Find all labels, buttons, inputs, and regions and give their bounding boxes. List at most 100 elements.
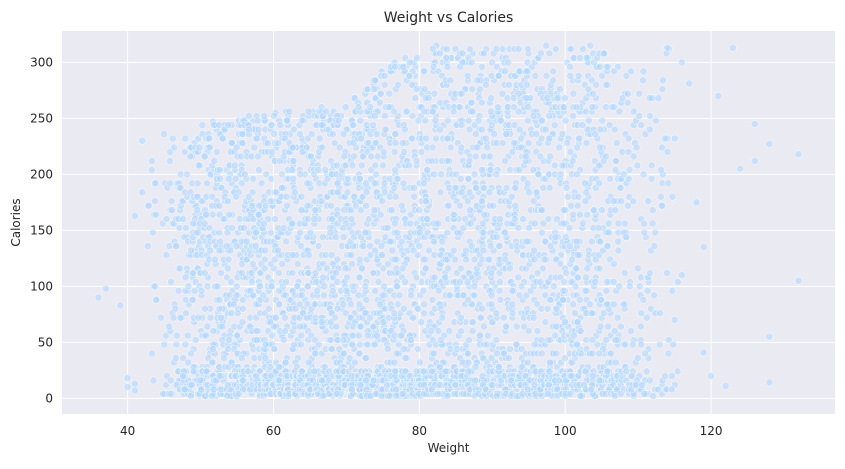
data-point: [443, 156, 451, 165]
data-point: [657, 192, 665, 201]
data-point: [170, 143, 179, 152]
data-point: [558, 161, 567, 170]
data-point: [714, 92, 723, 100]
data-point: [581, 179, 589, 188]
data-point: [415, 242, 424, 250]
data-point: [602, 80, 611, 89]
data-point: [297, 340, 305, 349]
data-point: [750, 156, 759, 165]
data-point: [216, 237, 224, 246]
data-point: [148, 349, 156, 358]
data-point: [376, 89, 385, 98]
data-point: [464, 116, 473, 125]
data-point: [101, 284, 110, 293]
data-point: [362, 354, 370, 362]
data-point: [169, 313, 178, 322]
data-point: [579, 219, 587, 228]
data-point: [430, 170, 438, 179]
data-point: [347, 385, 356, 394]
data-point: [271, 313, 280, 322]
data-point: [462, 255, 471, 264]
data-point: [654, 94, 663, 103]
data-point: [194, 313, 203, 322]
data-point: [245, 125, 253, 134]
data-point: [391, 165, 399, 174]
data-point: [275, 300, 283, 309]
data-point: [457, 188, 466, 197]
data-point: [238, 139, 247, 147]
data-point: [289, 125, 298, 134]
data-point: [293, 259, 302, 268]
data-point: [569, 300, 577, 309]
data-point: [468, 327, 477, 335]
data-point: [369, 322, 377, 331]
data-point: [371, 246, 379, 255]
data-point: [417, 318, 426, 327]
data-point: [381, 125, 390, 134]
data-point: [253, 152, 262, 161]
data-point: [197, 197, 206, 206]
data-point: [635, 112, 644, 120]
data-point: [545, 183, 554, 192]
data-point: [304, 107, 313, 116]
data-point: [227, 277, 235, 286]
data-point: [654, 385, 663, 394]
data-point: [550, 121, 559, 129]
data-point: [465, 188, 474, 197]
data-point: [602, 336, 611, 344]
data-point: [123, 374, 132, 383]
data-point: [407, 291, 415, 300]
data-point: [247, 268, 256, 277]
data-point: [603, 242, 612, 250]
data-point: [559, 286, 568, 295]
data-point: [477, 197, 486, 206]
data-point: [622, 233, 630, 241]
data-point: [505, 264, 514, 273]
data-point: [282, 192, 291, 201]
data-point: [254, 210, 263, 219]
data-point: [604, 219, 613, 228]
data-point: [213, 282, 222, 291]
data-point: [420, 309, 429, 318]
data-point: [200, 152, 209, 161]
data-point: [427, 367, 436, 376]
data-point: [186, 392, 195, 400]
data-point: [233, 331, 241, 340]
data-point: [230, 161, 239, 170]
data-point: [511, 201, 520, 210]
data-point: [449, 107, 458, 116]
data-point: [707, 371, 715, 380]
data-point: [537, 349, 546, 358]
data-point: [206, 246, 215, 255]
data-point: [350, 152, 358, 161]
data-point: [562, 183, 571, 192]
data-point: [436, 336, 445, 344]
data-point: [604, 322, 612, 331]
data-point: [318, 233, 327, 241]
data-point: [595, 264, 604, 273]
data-point: [669, 340, 678, 349]
data-point: [569, 89, 578, 98]
data-point: [187, 246, 195, 255]
data-point: [373, 331, 381, 340]
data-point: [435, 49, 444, 58]
data-point: [223, 197, 232, 206]
data-point: [171, 304, 180, 313]
data-point: [572, 103, 581, 112]
data-point: [609, 103, 618, 112]
data-point: [621, 340, 630, 349]
y-tick-label: 200: [30, 167, 53, 181]
data-point: [443, 45, 452, 53]
data-point: [229, 300, 238, 309]
data-point: [451, 255, 459, 264]
data-point: [465, 206, 474, 215]
data-point: [415, 358, 424, 367]
data-point: [569, 210, 577, 219]
data-point: [208, 392, 216, 400]
data-point: [456, 174, 465, 183]
data-point: [160, 340, 169, 349]
data-point: [558, 130, 567, 138]
data-point: [523, 80, 531, 89]
data-point: [449, 210, 458, 219]
